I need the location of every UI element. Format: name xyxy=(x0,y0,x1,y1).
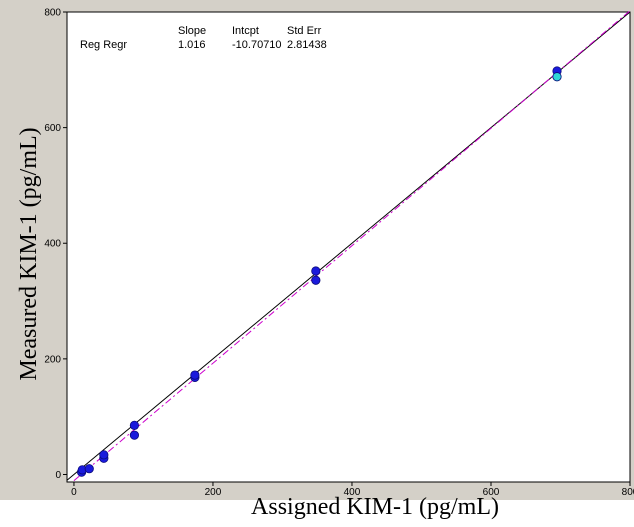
x-tick-label: 400 xyxy=(344,487,361,498)
x-tick-label: 600 xyxy=(483,487,500,498)
x-tick-label: 0 xyxy=(71,487,77,498)
data-point xyxy=(311,275,321,285)
stats-value: -10.70710 xyxy=(232,39,282,51)
x-tick-label: 200 xyxy=(205,487,222,498)
stats-header: Std Err xyxy=(287,25,322,37)
fit-lines xyxy=(66,10,631,482)
y-tick-label: 0 xyxy=(55,470,61,481)
stats-value: 1.016 xyxy=(178,39,206,51)
y-axis-title: Measured KIM-1 (pg/mL) xyxy=(16,127,42,380)
data-points xyxy=(76,66,562,477)
y-tick-label: 600 xyxy=(44,123,61,134)
stats-header: Intcpt xyxy=(232,25,259,37)
data-point xyxy=(552,72,562,82)
y-tick-label: 400 xyxy=(44,239,61,250)
data-point xyxy=(99,450,109,460)
x-axis-title: Assigned KIM-1 (pg/mL) xyxy=(251,494,499,520)
stats-value: 2.81438 xyxy=(287,39,327,51)
data-point xyxy=(129,430,140,440)
stats-header: Slope xyxy=(178,25,206,37)
chart-svg: 0 200 400 600 800 0 200 400 600 800 Slope Intcpt St… xyxy=(16,8,634,499)
chart-frame: 0 200 400 600 800 0 200 400 600 800 Slope Intcpt St… xyxy=(0,0,634,500)
data-point xyxy=(84,464,94,474)
data-point xyxy=(311,266,321,276)
stats-row-label: Reg Regr xyxy=(80,39,127,51)
stats-table: Slope Intcpt Std Err Reg Regr 1.016 -10.70710… xyxy=(80,25,327,51)
regression-line xyxy=(73,10,631,482)
y-tick-label: 800 xyxy=(44,8,61,19)
x-tick-label: 800 xyxy=(622,487,634,498)
data-point xyxy=(190,370,200,380)
y-tick-label: 200 xyxy=(44,354,61,365)
data-point xyxy=(129,420,140,430)
axis-ticks: 0 200 400 600 800 0 200 400 600 800 xyxy=(44,8,634,499)
